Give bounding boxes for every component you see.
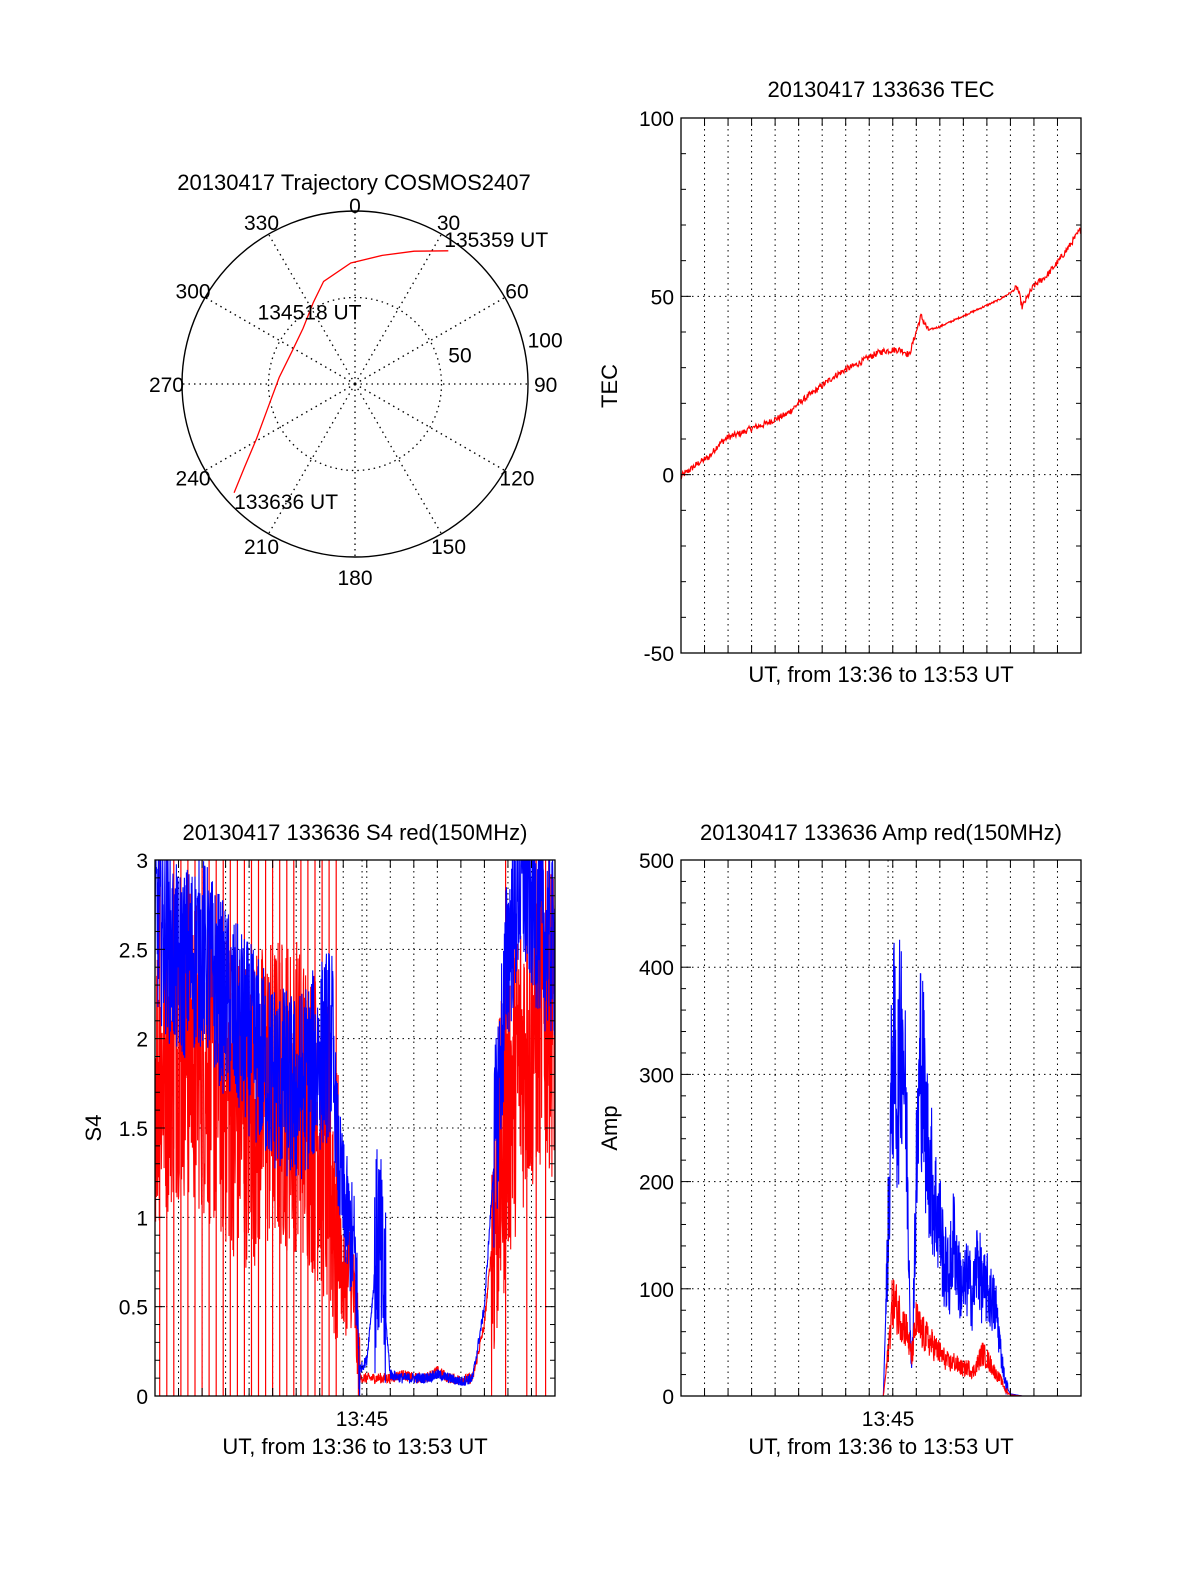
polar-angle-label-90: 90 bbox=[534, 374, 557, 397]
s4-ytick-label: 0 bbox=[136, 1386, 148, 1409]
s4-xlabel: UT, from 13:36 to 13:53 UT bbox=[222, 1434, 487, 1459]
s4-ytick-label: 2 bbox=[136, 1029, 148, 1052]
amp-red-line bbox=[681, 1278, 1081, 1397]
s4-blue-line bbox=[155, 860, 555, 1396]
tec-ytick-label: 0 bbox=[662, 465, 674, 488]
polar-circle-50 bbox=[267, 296, 443, 472]
polar-radius-labels: 50 100 bbox=[448, 330, 562, 368]
trajectory-polar-panel: 20130417 Trajectory COSMOS2407 0 30 60 90 12… bbox=[149, 170, 563, 590]
amp-ylabel: Amp bbox=[597, 1105, 622, 1150]
polar-angle-label-120: 120 bbox=[499, 468, 534, 491]
s4-ytick-label: 3 bbox=[136, 850, 148, 873]
polar-spoke-210 bbox=[267, 383, 356, 535]
amp-ytick-label: 200 bbox=[639, 1172, 674, 1195]
polar-angle-label-150: 150 bbox=[431, 536, 466, 559]
s4-title: 20130417 133636 S4 red(150MHz) bbox=[183, 820, 528, 845]
tec-ytick-label: -50 bbox=[644, 643, 674, 666]
polar-spoke-300 bbox=[204, 296, 356, 385]
tec-plot-frame bbox=[680, 117, 1082, 654]
amp-xlabel: UT, from 13:36 to 13:53 UT bbox=[748, 1434, 1013, 1459]
trajectory-annotation: 134518 UT bbox=[258, 302, 362, 325]
s4-ylabel: S4 bbox=[81, 1115, 106, 1142]
s4-ticks: 0 0.5 1 1.5 2 2.5 3 13:45 bbox=[119, 850, 555, 1431]
polar-angle-labels: 0 30 60 90 120 150 180 210 240 270 300 330 bbox=[149, 195, 557, 590]
tec-xlabel: UT, from 13:36 to 13:53 UT bbox=[748, 662, 1013, 687]
tec-panel: 20130417 133636 TEC -50 0 50 100 UT, from 1… bbox=[597, 77, 1082, 687]
s4-ytick-label: 2.5 bbox=[119, 939, 148, 962]
amp-grid bbox=[681, 860, 1081, 1396]
tec-grid bbox=[681, 118, 1081, 653]
amp-ytick-label: 500 bbox=[639, 850, 674, 873]
amp-blue-line bbox=[681, 939, 1081, 1397]
polar-angle-label-330: 330 bbox=[244, 212, 279, 235]
tec-ytick-label: 50 bbox=[651, 286, 674, 309]
tec-line bbox=[680, 227, 1082, 480]
s4-ytick-label: 1.5 bbox=[119, 1118, 148, 1141]
tec-series bbox=[680, 227, 1082, 480]
polar-angle-label-210: 210 bbox=[244, 536, 279, 559]
polar-spoke-60 bbox=[354, 296, 506, 385]
amp-ticks: 0 100 200 300 400 500 13:45 bbox=[639, 850, 1081, 1431]
tec-ytick-label: 100 bbox=[639, 108, 674, 131]
tec-title: 20130417 133636 TEC bbox=[767, 77, 994, 102]
polar-outer-circle bbox=[181, 210, 529, 558]
polar-radius-label-50: 50 bbox=[448, 345, 471, 368]
trajectory-annotation: 133636 UT bbox=[234, 491, 338, 514]
trajectory-track bbox=[233, 250, 449, 494]
amp-ytick-label: 0 bbox=[662, 1386, 674, 1409]
amp-series bbox=[681, 939, 1081, 1397]
s4-ytick-label: 0.5 bbox=[119, 1297, 148, 1320]
polar-angle-label-270: 270 bbox=[149, 374, 184, 397]
trajectory-annotation: 135359 UT bbox=[444, 229, 548, 252]
polar-angle-label-60: 60 bbox=[505, 281, 528, 304]
s4-panel: 20130417 133636 S4 red(150MHz) 0 0.5 1 1.5 2… bbox=[81, 820, 556, 1459]
tec-ticks: -50 0 50 100 bbox=[639, 108, 1081, 666]
polar-spoke-30 bbox=[354, 233, 443, 385]
polar-angle-label-0: 0 bbox=[349, 195, 361, 218]
s4-series-layer bbox=[155, 860, 555, 1396]
amp-ytick-label: 300 bbox=[639, 1064, 674, 1087]
polar-spoke-150 bbox=[354, 383, 443, 535]
polar-spoke-120 bbox=[354, 383, 506, 472]
polar-angle-label-30: 30 bbox=[437, 212, 460, 235]
polar-grid bbox=[181, 210, 529, 558]
polar-spoke-330 bbox=[267, 233, 356, 385]
tec-ylabel: TEC bbox=[597, 364, 622, 408]
polar-radius-label-100: 100 bbox=[528, 330, 563, 353]
polar-angle-label-300: 300 bbox=[176, 281, 211, 304]
trajectory-line bbox=[233, 250, 449, 494]
polar-angle-label-180: 180 bbox=[337, 567, 372, 590]
polar-spoke-240 bbox=[204, 383, 356, 472]
amp-ytick-label: 100 bbox=[639, 1279, 674, 1302]
amp-xtick-label: 13:45 bbox=[862, 1408, 915, 1431]
trajectory-title: 20130417 Trajectory COSMOS2407 bbox=[177, 170, 530, 195]
s4-red-line bbox=[155, 860, 555, 1396]
amp-panel: 20130417 133636 Amp red(150MHz) 0 100 200 3… bbox=[597, 820, 1082, 1459]
s4-series bbox=[155, 860, 555, 1396]
amp-title: 20130417 133636 Amp red(150MHz) bbox=[700, 820, 1062, 845]
s4-xtick-label: 13:45 bbox=[336, 1408, 389, 1431]
trajectory-annotations: 133636 UT 134518 UT 135359 UT bbox=[234, 229, 548, 514]
amp-ytick-label: 400 bbox=[639, 957, 674, 980]
s4-ytick-label: 1 bbox=[136, 1207, 148, 1230]
polar-angle-label-240: 240 bbox=[176, 468, 211, 491]
amp-plot-frame bbox=[680, 859, 1082, 1397]
